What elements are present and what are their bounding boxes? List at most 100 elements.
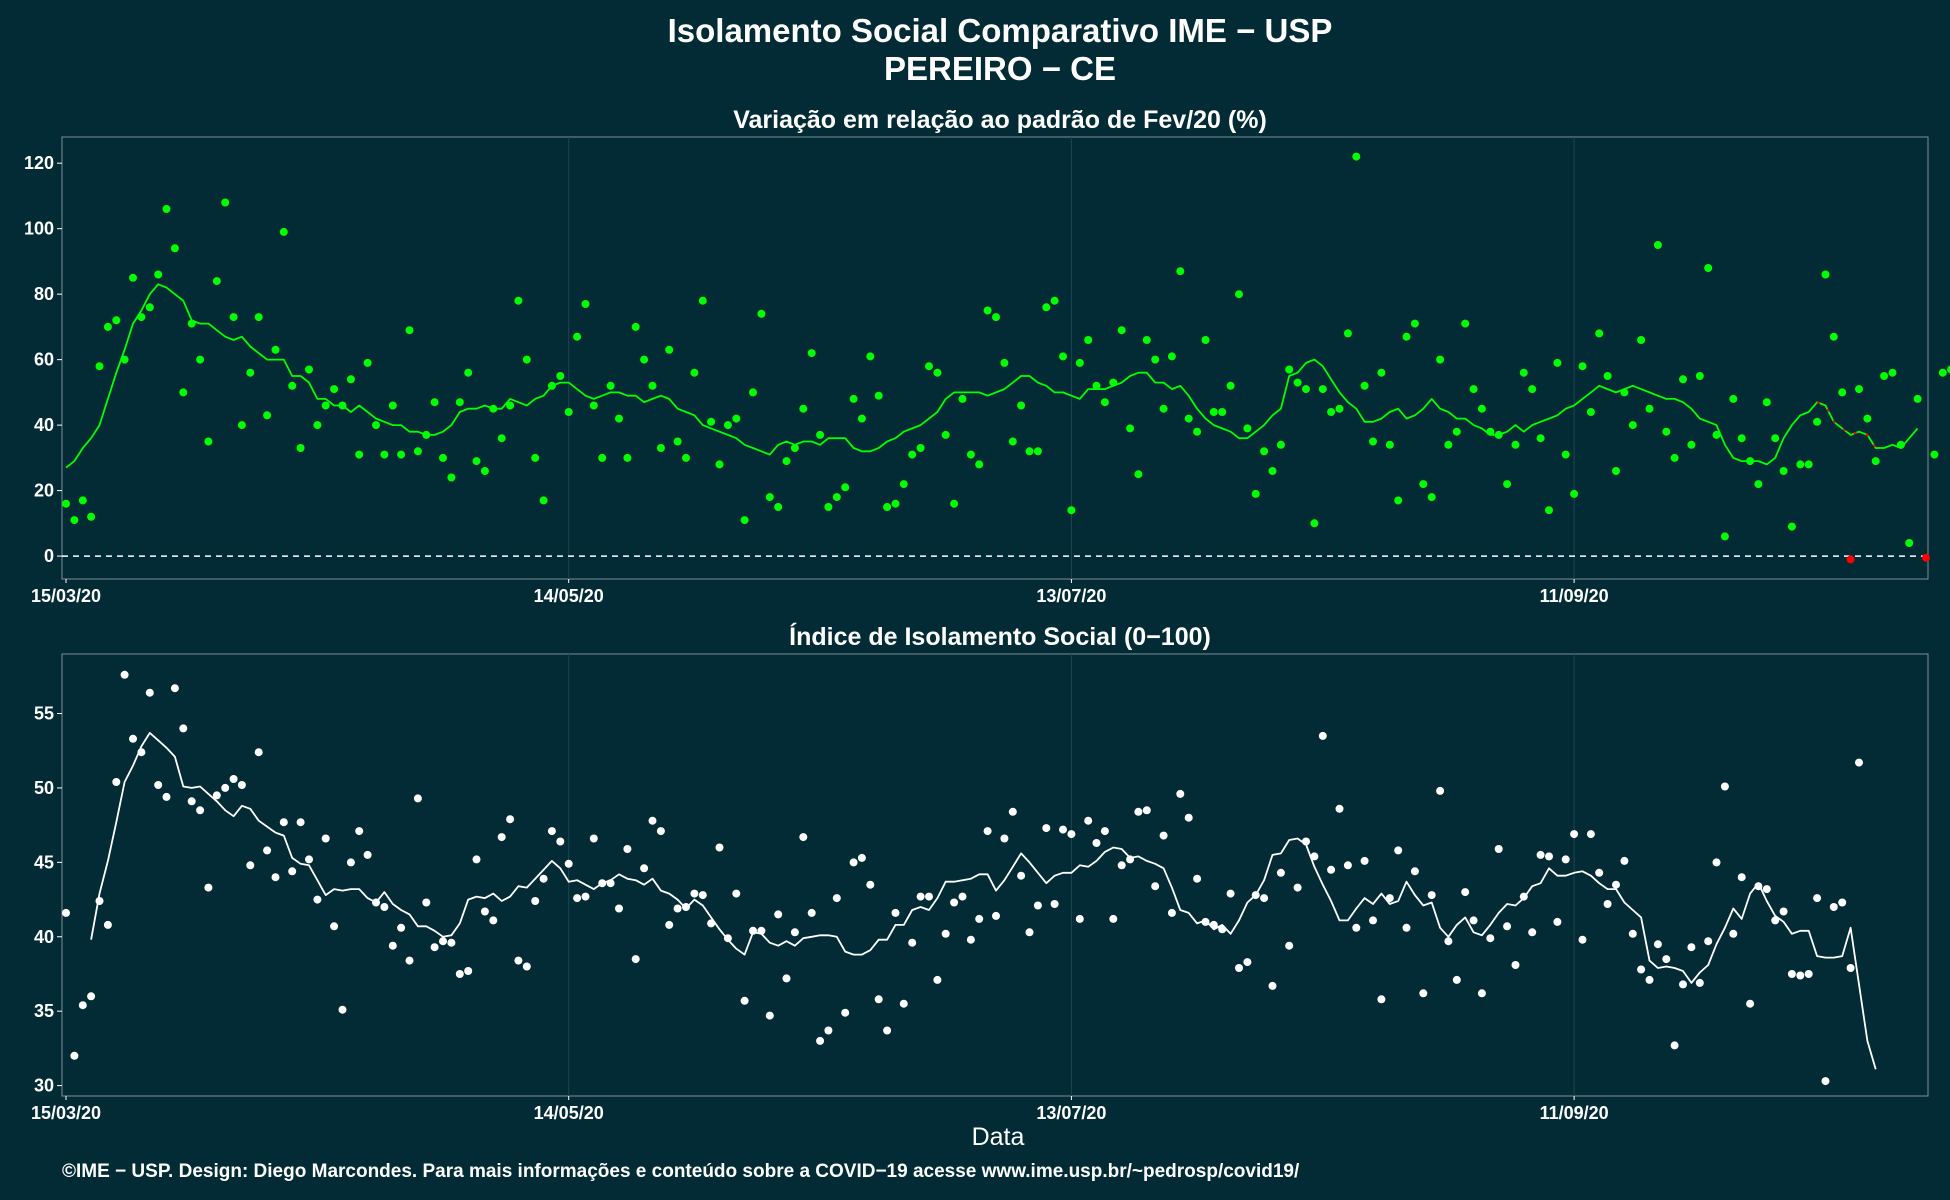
variation-data-point	[564, 408, 573, 416]
variation-data-point	[966, 450, 975, 459]
index-data-point	[246, 861, 255, 870]
variation-data-point	[430, 398, 439, 407]
variation-data-point	[263, 411, 272, 420]
index-data-point	[1100, 827, 1109, 836]
variation-data-point	[1377, 368, 1386, 377]
variation-data-point	[1896, 440, 1905, 449]
variation-data-point	[355, 450, 364, 459]
variation-data-point	[1461, 319, 1470, 328]
variation-data-point	[707, 417, 716, 426]
variation-data-point	[1813, 417, 1822, 426]
index-x-tick-label: 14/05/20	[534, 1103, 604, 1123]
variation-data-point	[883, 503, 892, 511]
variation-data-point	[279, 227, 288, 236]
index-data-point	[1184, 813, 1193, 822]
variation-data-point	[874, 391, 883, 400]
index-panel-frame	[61, 653, 1929, 1097]
index-data-point	[1477, 989, 1486, 998]
index-data-point	[1084, 816, 1093, 825]
index-panel: Índice de Isolamento Social (0−100) 30 35…	[31, 622, 1929, 1123]
variation-data-point	[1628, 421, 1637, 430]
index-data-point	[1218, 925, 1227, 934]
variation-data-point	[790, 444, 799, 452]
variation-data-point	[908, 450, 917, 459]
variation-data-point	[522, 355, 531, 364]
index-data-point	[1335, 804, 1344, 813]
index-data-point	[1008, 807, 1017, 816]
index-data-point	[1637, 965, 1646, 974]
index-data-point	[1813, 894, 1822, 903]
index-data-point	[732, 889, 741, 898]
index-data-point	[129, 734, 137, 743]
index-data-point	[1369, 916, 1377, 925]
variation-data-point	[196, 355, 205, 364]
index-data-point	[237, 781, 246, 789]
variation-data-point	[439, 453, 447, 462]
variation-data-point	[774, 503, 783, 511]
variation-data-point	[1888, 368, 1897, 377]
index-data-point	[489, 916, 498, 925]
variation-data-point	[1419, 480, 1428, 489]
index-y-tick-label: 50	[34, 778, 54, 798]
variation-data-point	[581, 300, 590, 308]
variation-y-tick-label: 80	[34, 284, 54, 304]
chart-subtitle: PEREIRO − CE	[884, 50, 1116, 87]
variation-data-point	[380, 450, 389, 459]
index-data-point	[1712, 858, 1721, 867]
variation-data-point	[1720, 532, 1729, 541]
index-y-tick-label: 30	[34, 1076, 54, 1096]
index-data-point	[1670, 1041, 1679, 1050]
variation-data-point	[1578, 362, 1587, 371]
index-data-point	[1855, 758, 1863, 767]
index-data-point	[983, 827, 992, 836]
variation-data-point	[1369, 437, 1377, 446]
variation-data-point	[807, 349, 816, 358]
variation-data-point	[397, 450, 406, 459]
variation-data-point	[204, 437, 213, 446]
variation-data-point	[70, 516, 79, 525]
variation-data-point	[405, 326, 414, 335]
index-data-point	[656, 827, 665, 836]
index-data-point	[514, 956, 523, 965]
index-y-tick-label: 40	[34, 927, 54, 947]
index-data-point	[405, 956, 414, 965]
variation-data-point	[950, 499, 959, 508]
index-data-point	[413, 794, 422, 803]
index-data-point	[204, 883, 213, 892]
variation-data-point	[1595, 329, 1604, 338]
variation-data-point	[1176, 267, 1185, 276]
index-data-point	[1720, 782, 1729, 791]
variation-data-point	[765, 493, 774, 502]
variation-data-point	[866, 352, 875, 361]
variation-data-point	[682, 453, 690, 462]
variation-data-point	[1653, 241, 1662, 249]
variation-data-point	[1000, 358, 1009, 367]
index-data-point	[288, 867, 297, 876]
index-data-point	[1620, 856, 1629, 865]
index-data-point	[1343, 861, 1352, 870]
variation-data-point	[1913, 394, 1922, 403]
index-data-point	[1603, 900, 1612, 908]
variation-data-point	[1318, 385, 1327, 394]
variation-x-tick-label: 13/07/20	[1036, 586, 1106, 606]
index-data-point	[229, 775, 238, 783]
variation-data-point	[145, 303, 154, 312]
index-data-point	[1762, 885, 1771, 894]
index-data-point	[1528, 928, 1537, 937]
index-data-point	[665, 920, 674, 929]
variation-x-axis: 15/03/20 14/05/20 13/07/20 11/09/20	[31, 579, 1609, 606]
variation-data-point	[1327, 408, 1336, 416]
variation-data-point	[1704, 264, 1713, 272]
index-data-point	[1159, 831, 1168, 840]
variation-data-point	[1276, 440, 1285, 449]
variation-data-point	[749, 388, 757, 397]
variation-data-point	[1042, 303, 1051, 312]
index-data-point	[698, 891, 707, 900]
index-y-tick-label: 45	[34, 852, 54, 872]
variation-data-point	[1930, 450, 1939, 459]
index-data-point	[372, 898, 380, 907]
index-data-point	[1268, 981, 1277, 990]
index-data-point	[221, 783, 230, 792]
index-data-point	[1796, 971, 1805, 980]
variation-data-point	[497, 434, 506, 443]
